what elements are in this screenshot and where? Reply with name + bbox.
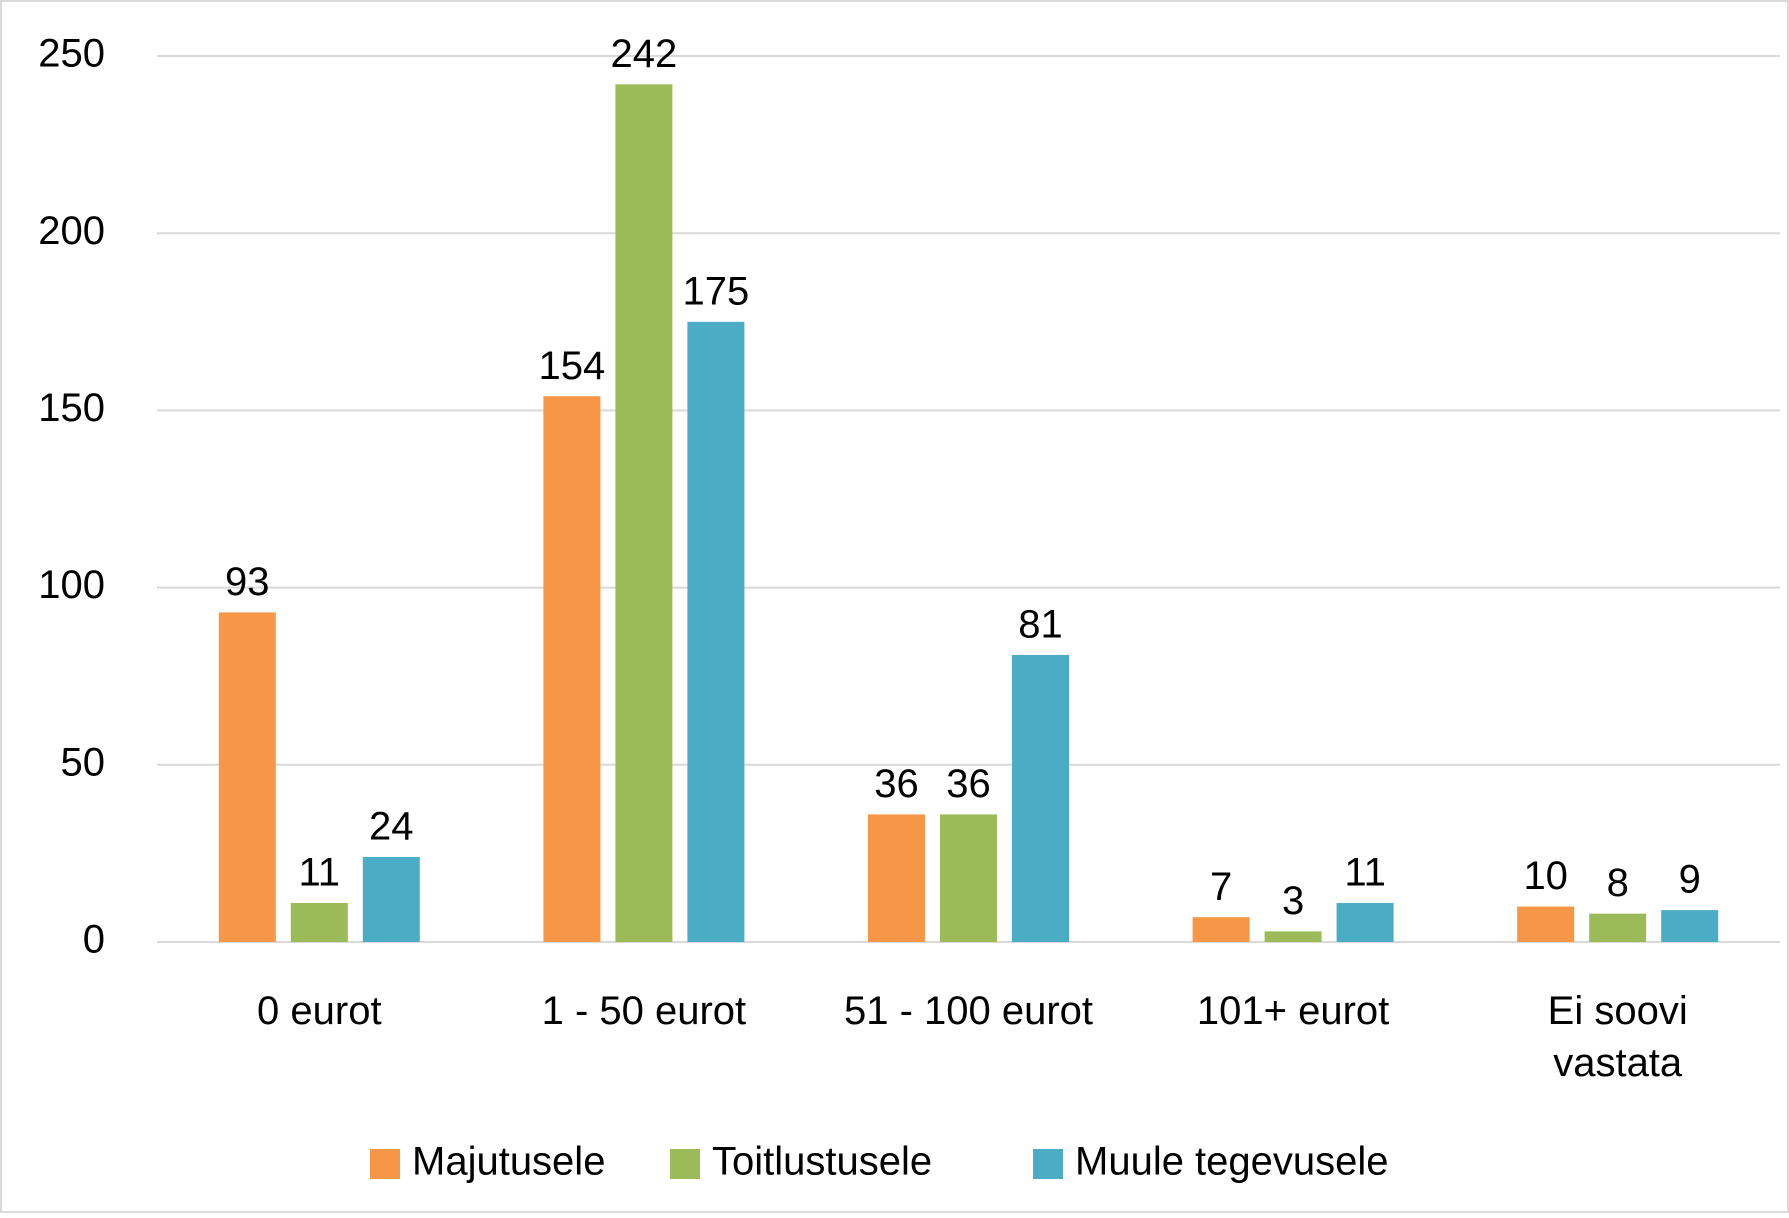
data-label: 36	[874, 762, 919, 806]
data-label: 242	[611, 32, 678, 76]
y-tick-label: 50	[61, 740, 106, 784]
bar	[543, 396, 601, 942]
x-tick-label-box: 0 eurot	[257, 989, 382, 1033]
bar	[1589, 913, 1647, 942]
legend-swatch	[370, 1149, 400, 1179]
y-tick-label: 0	[83, 918, 105, 962]
bar	[218, 612, 276, 942]
data-label: 11	[1344, 851, 1386, 895]
data-label: 8	[1607, 861, 1629, 905]
x-tick-label-box: 51 - 100 eurot	[843, 989, 1094, 1033]
bar	[940, 814, 997, 942]
x-tick-label-box: Ei soovi vastata	[1547, 989, 1688, 1085]
data-label: 11	[299, 851, 341, 895]
bar	[868, 814, 925, 942]
x-tick-label: 51 - 100 eurot	[843, 989, 1094, 1033]
data-label: 10	[1523, 854, 1568, 898]
bar	[1192, 917, 1250, 942]
bar	[1661, 910, 1719, 942]
x-tick-label-box: 101+ eurot	[1196, 989, 1390, 1033]
data-label: 175	[683, 269, 750, 313]
y-tick-label: 150	[38, 386, 105, 430]
x-tick-label: 1 - 50 eurot	[541, 989, 747, 1033]
data-label: 7	[1210, 865, 1232, 909]
legend-label: Toitlustusele	[712, 1140, 932, 1184]
bar	[1012, 654, 1069, 942]
y-tick-label: 200	[38, 209, 105, 253]
x-tick-label: Ei soovi vastata	[1547, 989, 1688, 1085]
data-label: 3	[1282, 879, 1304, 923]
data-label: 81	[1018, 602, 1063, 646]
data-label: 24	[369, 805, 414, 849]
bar	[1336, 903, 1394, 942]
bar	[290, 903, 348, 942]
bar	[362, 856, 420, 942]
data-label: 9	[1679, 858, 1701, 902]
bar	[615, 84, 673, 943]
legend-label: Muule tegevusele	[1075, 1140, 1389, 1184]
data-label: 154	[539, 344, 606, 388]
bar	[687, 321, 745, 942]
x-tick-label: 0 eurot	[257, 989, 382, 1033]
bar	[1517, 906, 1575, 942]
x-tick-label: 101+ eurot	[1196, 989, 1390, 1033]
x-tick-label-box: 1 - 50 eurot	[541, 989, 747, 1033]
legend-label: Majutusele	[412, 1140, 605, 1184]
data-label: 93	[225, 560, 270, 604]
legend-swatch	[1033, 1149, 1063, 1179]
bar	[1264, 931, 1322, 942]
legend-swatch	[670, 1149, 700, 1179]
y-tick-label: 250	[38, 32, 105, 76]
y-tick-label: 100	[38, 563, 105, 607]
data-label: 36	[946, 762, 991, 806]
